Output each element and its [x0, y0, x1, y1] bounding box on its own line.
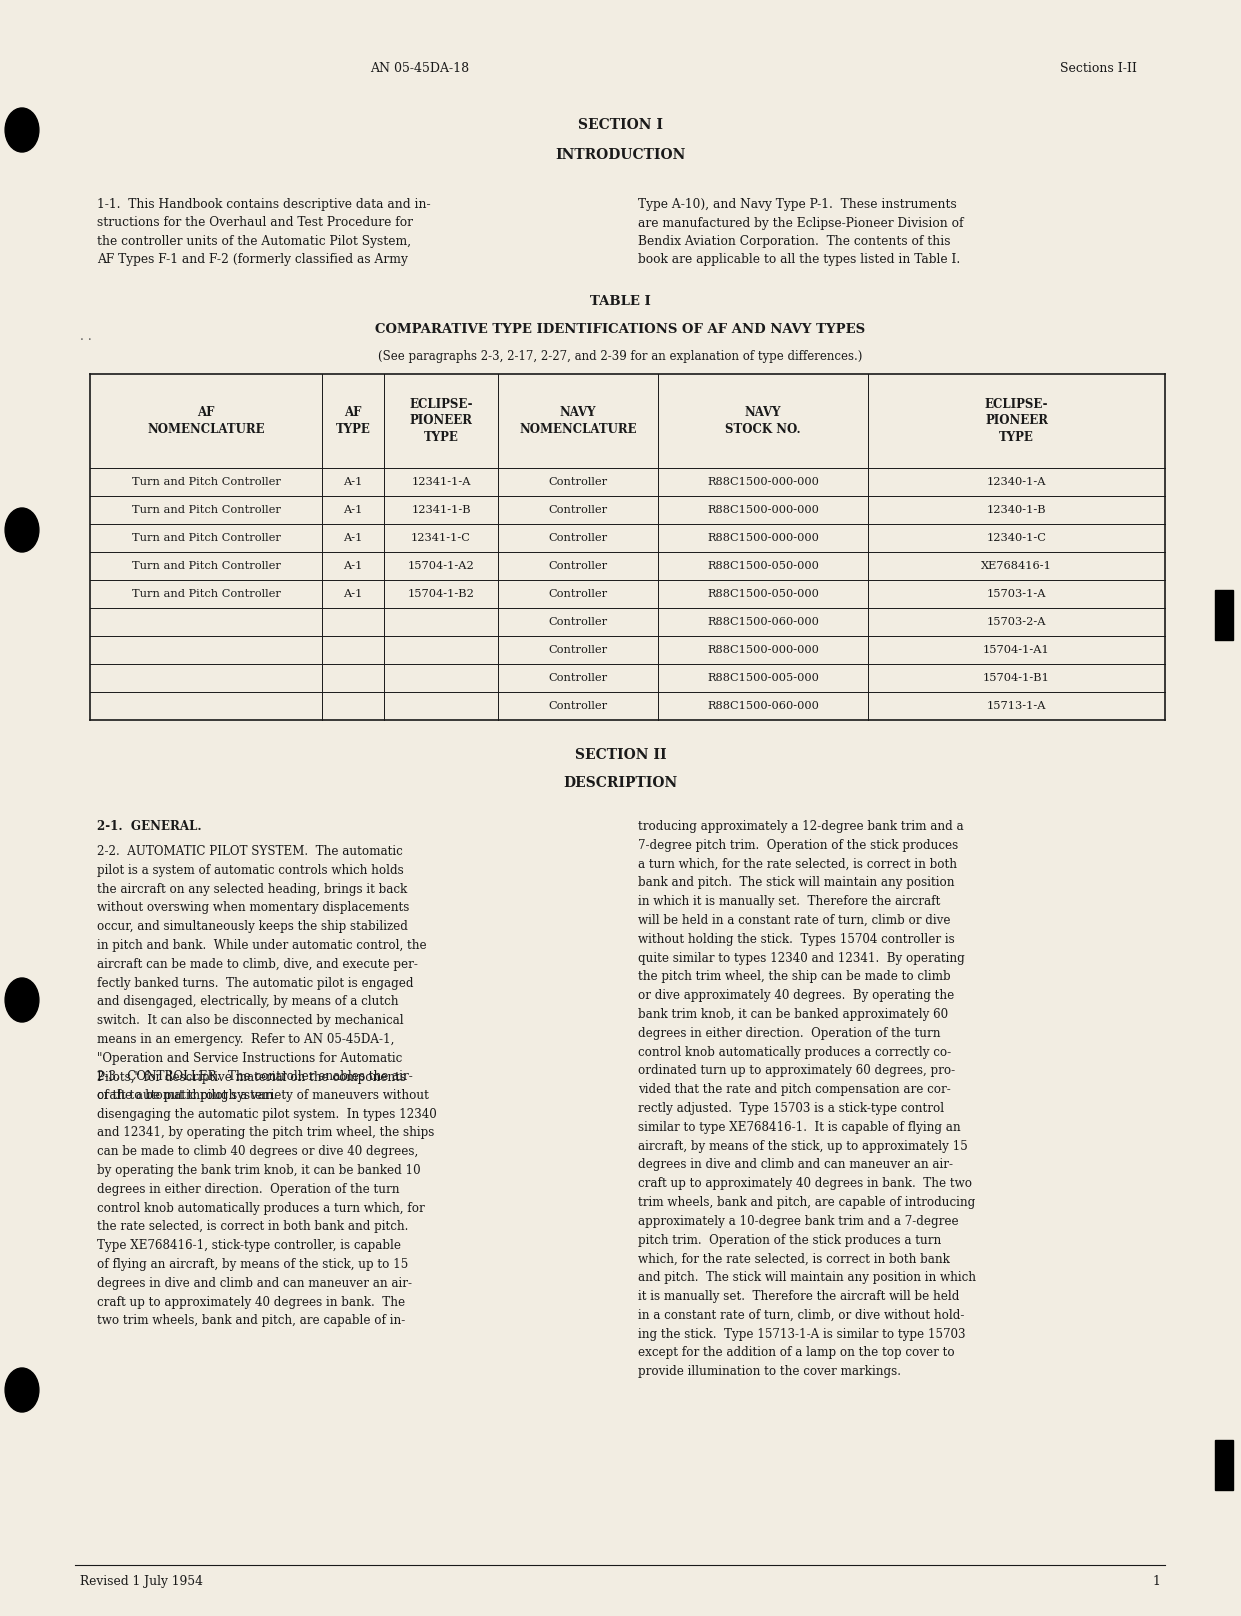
- Text: 12341-1-C: 12341-1-C: [411, 533, 470, 543]
- Text: 12340-1-A: 12340-1-A: [987, 477, 1046, 486]
- Text: DESCRIPTION: DESCRIPTION: [563, 776, 678, 790]
- Text: XE768416-1: XE768416-1: [982, 561, 1052, 570]
- Text: A-1: A-1: [344, 561, 362, 570]
- Text: A-1: A-1: [344, 588, 362, 600]
- Text: INTRODUCTION: INTRODUCTION: [555, 149, 686, 162]
- Text: R88C1500-060-000: R88C1500-060-000: [707, 701, 819, 711]
- Text: 15704-1-A1: 15704-1-A1: [983, 645, 1050, 654]
- Text: (See paragraphs 2-3, 2-17, 2-27, and 2-39 for an explanation of type differences: (See paragraphs 2-3, 2-17, 2-27, and 2-3…: [379, 351, 862, 364]
- Text: R88C1500-060-000: R88C1500-060-000: [707, 617, 819, 627]
- Text: Controller: Controller: [549, 617, 608, 627]
- Text: 15704-1-B2: 15704-1-B2: [407, 588, 474, 600]
- Text: Type A-10), and Navy Type P-1.  These instruments
are manufactured by the Eclips: Type A-10), and Navy Type P-1. These ins…: [638, 199, 963, 267]
- Text: 1-1.  This Handbook contains descriptive data and in-
structions for the Overhau: 1-1. This Handbook contains descriptive …: [97, 199, 431, 267]
- Text: A-1: A-1: [344, 533, 362, 543]
- Text: Turn and Pitch Controller: Turn and Pitch Controller: [132, 477, 280, 486]
- Text: 2-3.  CONTROLLER.  The controller enables the air-
craft to be put through a var: 2-3. CONTROLLER. The controller enables …: [97, 1070, 437, 1327]
- Text: SECTION II: SECTION II: [575, 748, 666, 763]
- Text: ECLIPSE-
PIONEER
TYPE: ECLIPSE- PIONEER TYPE: [410, 398, 473, 444]
- Text: Turn and Pitch Controller: Turn and Pitch Controller: [132, 504, 280, 516]
- Text: AF
TYPE: AF TYPE: [335, 406, 370, 436]
- Text: R88C1500-000-000: R88C1500-000-000: [707, 504, 819, 516]
- Text: Controller: Controller: [549, 588, 608, 600]
- Text: TABLE I: TABLE I: [591, 296, 650, 309]
- Text: 15704-1-A2: 15704-1-A2: [407, 561, 474, 570]
- Text: · ·: · ·: [79, 333, 92, 346]
- Text: troducing approximately a 12-degree bank trim and a
7-degree pitch trim.  Operat: troducing approximately a 12-degree bank…: [638, 819, 975, 1378]
- Text: Turn and Pitch Controller: Turn and Pitch Controller: [132, 533, 280, 543]
- Text: AF
NOMENCLATURE: AF NOMENCLATURE: [148, 406, 264, 436]
- Text: 12340-1-B: 12340-1-B: [987, 504, 1046, 516]
- Text: ECLIPSE-
PIONEER
TYPE: ECLIPSE- PIONEER TYPE: [985, 398, 1049, 444]
- Text: R88C1500-005-000: R88C1500-005-000: [707, 672, 819, 684]
- Text: A-1: A-1: [344, 477, 362, 486]
- Text: COMPARATIVE TYPE IDENTIFICATIONS OF AF AND NAVY TYPES: COMPARATIVE TYPE IDENTIFICATIONS OF AF A…: [376, 323, 865, 336]
- Text: Turn and Pitch Controller: Turn and Pitch Controller: [132, 561, 280, 570]
- Text: Controller: Controller: [549, 533, 608, 543]
- Text: Revised 1 July 1954: Revised 1 July 1954: [79, 1576, 204, 1589]
- Text: 15713-1-A: 15713-1-A: [987, 701, 1046, 711]
- Text: 15703-1-A: 15703-1-A: [987, 588, 1046, 600]
- Text: AN 05-45DA-18: AN 05-45DA-18: [370, 61, 469, 74]
- Text: R88C1500-000-000: R88C1500-000-000: [707, 533, 819, 543]
- Text: R88C1500-000-000: R88C1500-000-000: [707, 645, 819, 654]
- Text: 2-1.  GENERAL.: 2-1. GENERAL.: [97, 819, 201, 832]
- Text: A-1: A-1: [344, 504, 362, 516]
- Text: 15704-1-B1: 15704-1-B1: [983, 672, 1050, 684]
- Text: Controller: Controller: [549, 672, 608, 684]
- Text: 12341-1-B: 12341-1-B: [411, 504, 470, 516]
- Text: Turn and Pitch Controller: Turn and Pitch Controller: [132, 588, 280, 600]
- Text: Controller: Controller: [549, 561, 608, 570]
- Text: NAVY
STOCK NO.: NAVY STOCK NO.: [725, 406, 800, 436]
- Text: 2-2.  AUTOMATIC PILOT SYSTEM.  The automatic
pilot is a system of automatic cont: 2-2. AUTOMATIC PILOT SYSTEM. The automat…: [97, 845, 427, 1102]
- Text: 1: 1: [1152, 1576, 1160, 1589]
- Text: NAVY
NOMENCLATURE: NAVY NOMENCLATURE: [519, 406, 637, 436]
- Text: R88C1500-050-000: R88C1500-050-000: [707, 561, 819, 570]
- Text: R88C1500-050-000: R88C1500-050-000: [707, 588, 819, 600]
- Text: SECTION I: SECTION I: [578, 118, 663, 133]
- Text: Controller: Controller: [549, 504, 608, 516]
- Text: 12341-1-A: 12341-1-A: [411, 477, 470, 486]
- Text: Controller: Controller: [549, 477, 608, 486]
- Text: Sections I-II: Sections I-II: [1060, 61, 1137, 74]
- Text: 15703-2-A: 15703-2-A: [987, 617, 1046, 627]
- Text: R88C1500-000-000: R88C1500-000-000: [707, 477, 819, 486]
- Text: Controller: Controller: [549, 701, 608, 711]
- Text: 12340-1-C: 12340-1-C: [987, 533, 1046, 543]
- Text: Controller: Controller: [549, 645, 608, 654]
